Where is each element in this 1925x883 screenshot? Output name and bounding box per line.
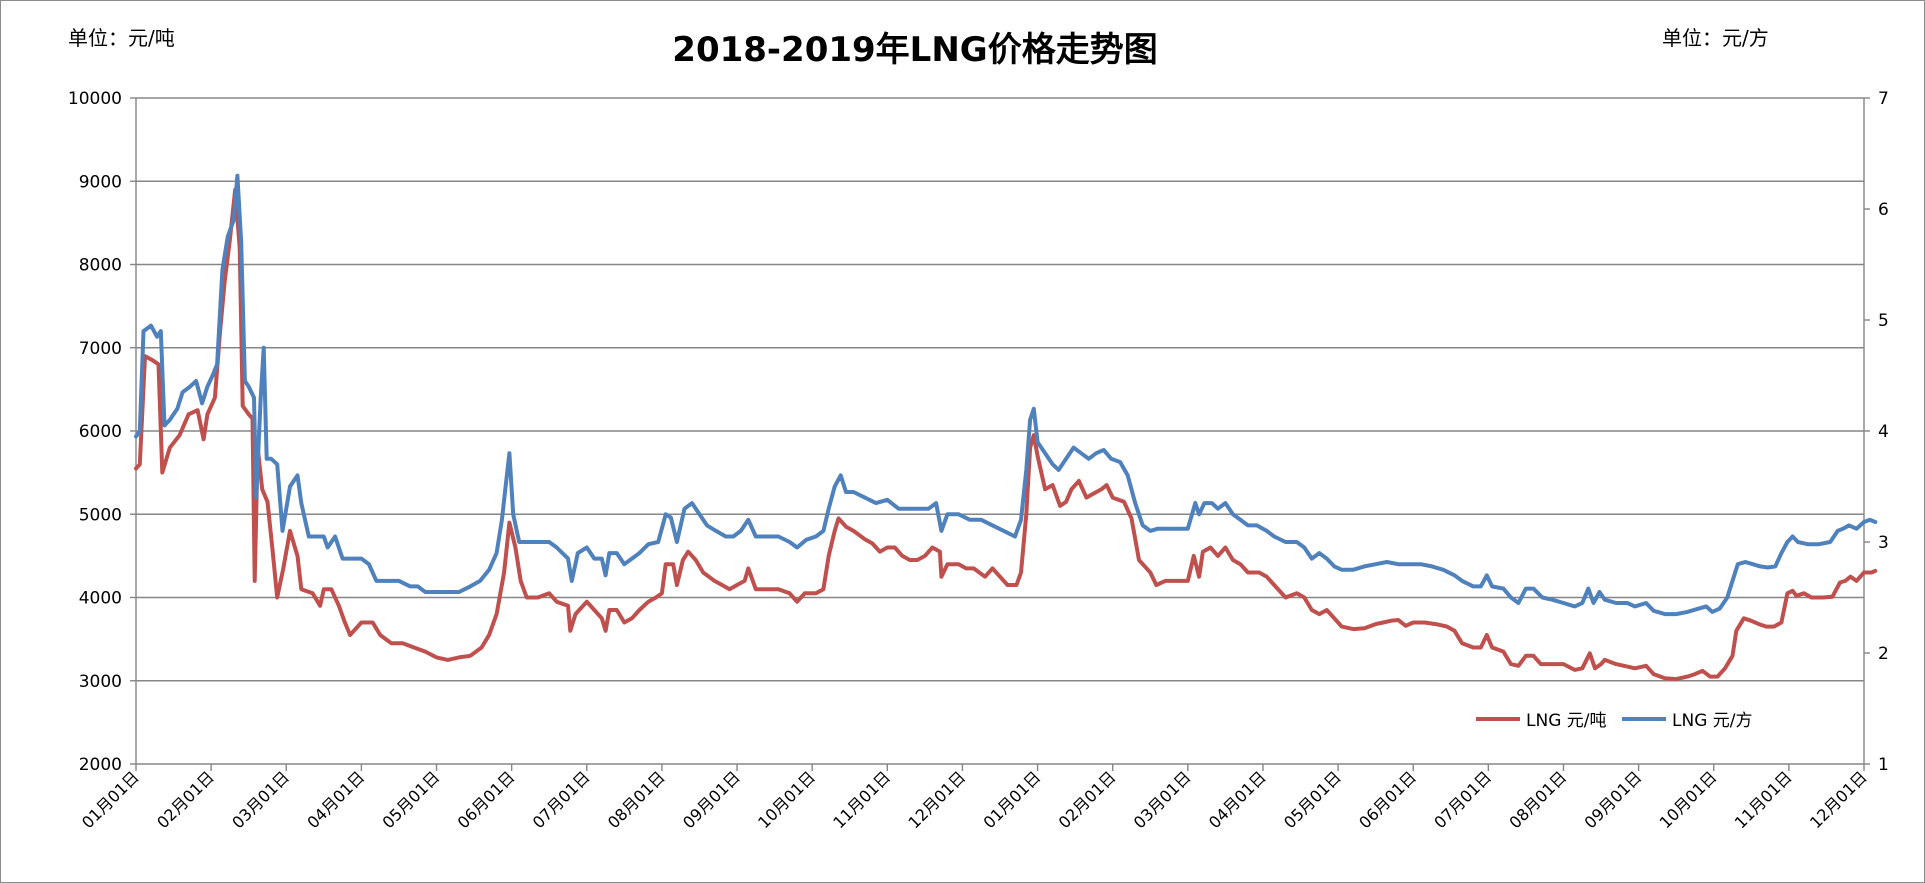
right-tick-label-0: 1 (1878, 755, 1889, 775)
series-lines (134, 173, 1878, 682)
x-tick-label-9: 10月01日 (754, 767, 819, 832)
x-tick-label-22: 11月01日 (1731, 767, 1796, 832)
right-y-axis: 1 2 3 4 5 6 7 (1863, 89, 1889, 775)
x-tick-label-12: 01月01日 (980, 767, 1045, 832)
right-tick-label-2: 3 (1878, 533, 1889, 553)
x-tick-label-8: 09月01日 (679, 767, 744, 832)
x-tick-label-5: 06月01日 (454, 767, 519, 832)
x-tick-label-4: 05月01日 (378, 767, 443, 832)
x-tick-label-15: 04月01日 (1205, 767, 1270, 832)
left-axis-unit: 单位：元/吨 (68, 26, 175, 50)
left-tick-label-3: 5000 (79, 505, 122, 525)
x-tick-label-18: 07月01日 (1430, 767, 1495, 832)
left-tick-label-1: 3000 (79, 672, 122, 692)
left-tick-label-5: 7000 (79, 339, 122, 359)
right-tick-label-3: 4 (1878, 422, 1889, 442)
left-tick-label-0: 2000 (79, 755, 122, 775)
right-tick-label-4: 5 (1878, 311, 1889, 331)
legend-label-1: LNG 元/方 (1672, 711, 1753, 731)
x-tick-label-13: 02月01日 (1055, 767, 1120, 832)
series-line-0 (134, 187, 1878, 682)
x-tick-label-7: 08月01日 (604, 767, 669, 832)
left-tick-label-2: 4000 (79, 589, 122, 609)
x-tick-label-3: 04月01日 (303, 767, 368, 832)
right-tick-label-1: 2 (1878, 644, 1889, 664)
x-tick-label-6: 07月01日 (529, 767, 594, 832)
x-tick-label-2: 03月01日 (228, 767, 293, 832)
x-axis: 01月01日 02月01日 03月01日 04月01日 05月01日 06月01日 07月0… (78, 764, 1871, 832)
legend: LNG 元/吨 LNG 元/方 (1476, 711, 1753, 731)
series-line-1 (134, 173, 1878, 617)
x-tick-label-14: 03月01日 (1130, 767, 1195, 832)
left-tick-label-8: 10000 (68, 89, 122, 109)
right-tick-label-6: 7 (1878, 89, 1889, 109)
left-tick-label-6: 8000 (79, 256, 122, 276)
x-tick-label-19: 08月01日 (1505, 767, 1570, 832)
left-y-axis: 2000 3000 4000 5000 6000 7000 8000 9000 10000 (68, 89, 137, 775)
x-tick-label-21: 10月01日 (1656, 767, 1721, 832)
x-tick-label-16: 05月01日 (1280, 767, 1345, 832)
x-tick-label-1: 02月01日 (153, 767, 218, 832)
legend-label-0: LNG 元/吨 (1526, 711, 1607, 731)
chart-title: 2018-2019年LNG价格走势图 (672, 30, 1158, 70)
left-tick-label-4: 6000 (79, 422, 122, 442)
right-axis-unit: 单位：元/方 (1662, 26, 1769, 50)
right-tick-label-5: 6 (1878, 200, 1889, 220)
gridlines (136, 97, 1864, 765)
x-tick-label-17: 06月01日 (1355, 767, 1420, 832)
x-tick-label-20: 09月01日 (1581, 767, 1646, 832)
x-tick-label-11: 12月01日 (904, 767, 969, 832)
x-tick-label-0: 01月01日 (78, 767, 143, 832)
left-tick-label-7: 9000 (79, 172, 122, 192)
x-tick-label-10: 11月01日 (829, 767, 894, 832)
x-tick-label-23: 12月01日 (1806, 767, 1871, 832)
